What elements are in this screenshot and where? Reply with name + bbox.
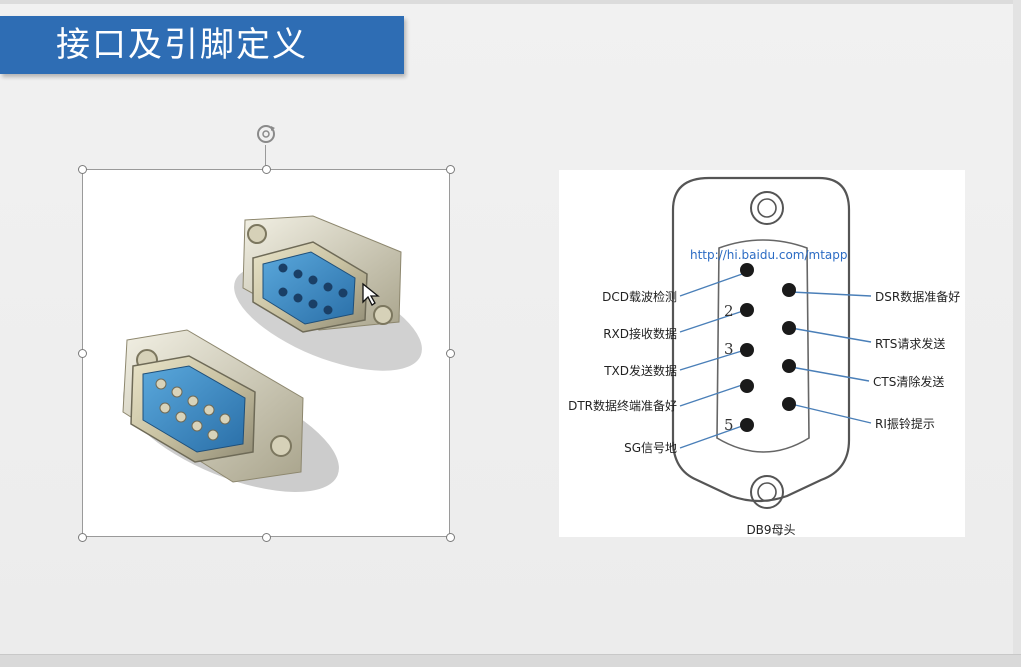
- resize-handle-bottom[interactable]: [262, 533, 271, 542]
- resize-handle-top-left[interactable]: [78, 165, 87, 174]
- pin-8: [782, 359, 796, 373]
- label-dcd: DCD载波检测: [602, 289, 677, 304]
- pin-number-2: 2: [724, 302, 734, 320]
- male-connector: [122, 329, 304, 483]
- connector-outline: [671, 176, 851, 503]
- label-ri: RI振铃提示: [875, 416, 935, 431]
- pin-2: [740, 303, 754, 317]
- window-top-edge: [0, 0, 1021, 4]
- pin-4: [740, 379, 754, 393]
- rotate-icon[interactable]: [254, 122, 278, 146]
- title-banner[interactable]: 接口及引脚定义: [0, 16, 404, 74]
- pin-number-3: 3: [724, 340, 734, 358]
- slide-title[interactable]: 接口及引脚定义: [56, 25, 308, 65]
- db9-connectors-image: [122, 215, 422, 492]
- diagram-caption: DB9母头: [746, 523, 795, 537]
- pin-number-5: 5: [724, 416, 734, 434]
- pins: [740, 263, 796, 432]
- pin-5: [740, 418, 754, 432]
- resize-handle-bottom-left[interactable]: [78, 533, 87, 542]
- rotate-stem: [265, 145, 266, 169]
- pin-1: [740, 263, 754, 277]
- resize-handle-top[interactable]: [262, 165, 271, 174]
- leader-lines: [679, 272, 872, 449]
- resize-handle-bottom-right[interactable]: [446, 533, 455, 542]
- mounting-hole-bottom: [750, 475, 784, 509]
- label-sg: SG信号地: [624, 441, 677, 455]
- resize-handle-right[interactable]: [446, 349, 455, 358]
- label-rxd: RXD接收数据: [603, 326, 677, 341]
- vertical-scrollbar[interactable]: [1013, 0, 1021, 667]
- label-dtr: DTR数据终端准备好: [568, 398, 677, 413]
- label-txd: TXD发送数据: [603, 363, 677, 378]
- url-watermark: http://hi.baidu.com/mtapp: [690, 248, 848, 262]
- db9-pinout-diagram[interactable]: 2 3 5 http://hi.baidu.com/mtapp DCD载波检测 …: [559, 170, 965, 537]
- connector-photo[interactable]: [78, 165, 455, 542]
- pinout-drawing: 2 3 5 http://hi.baidu.com/mtapp DCD载波检测 …: [568, 176, 960, 537]
- resize-handle-top-right[interactable]: [446, 165, 455, 174]
- label-rts: RTS请求发送: [875, 336, 945, 351]
- resize-handle-left[interactable]: [78, 349, 87, 358]
- move-cursor-icon: [362, 282, 380, 306]
- status-bar: [0, 654, 1021, 667]
- label-cts: CTS清除发送: [873, 374, 944, 389]
- connector-face: [716, 239, 810, 453]
- female-connector: [242, 215, 402, 333]
- pin-7: [782, 321, 796, 335]
- label-dsr: DSR数据准备好: [875, 289, 960, 304]
- pin-9: [782, 397, 796, 411]
- pin-3: [740, 343, 754, 357]
- mounting-hole-top: [750, 191, 784, 225]
- pin-6: [782, 283, 796, 297]
